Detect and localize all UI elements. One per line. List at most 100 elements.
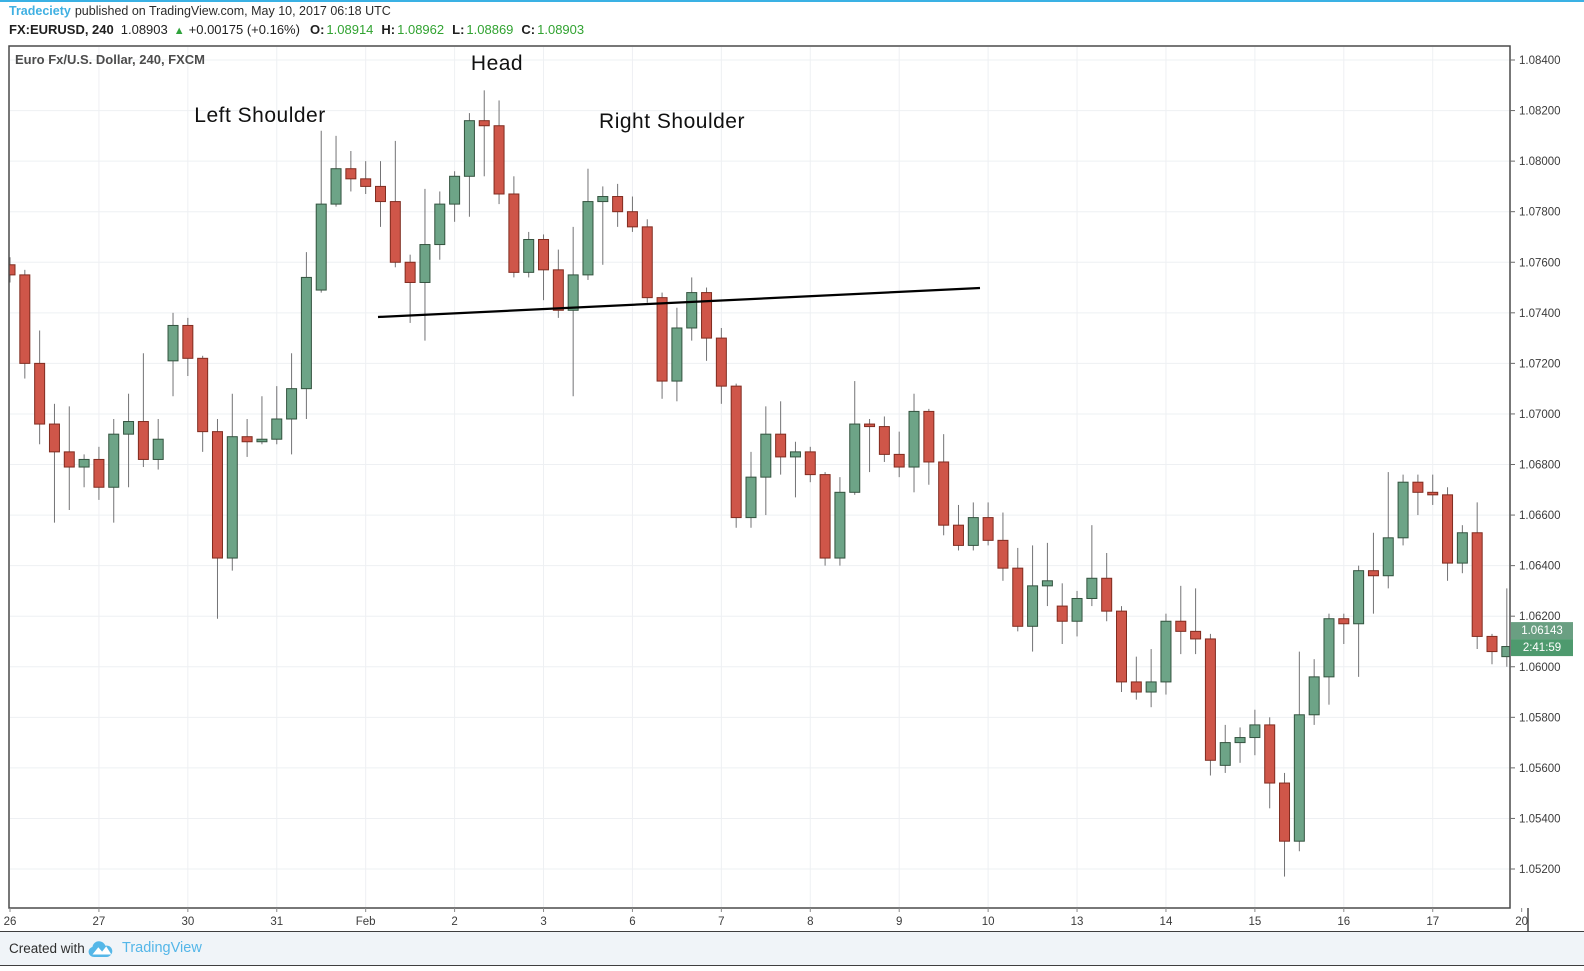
candle-body-down: [9, 264, 16, 276]
candle-body-up: [789, 451, 801, 458]
candle-body-up: [1456, 532, 1468, 564]
candle: [938, 434, 950, 536]
candle: [493, 100, 505, 205]
candle: [1101, 552, 1113, 622]
candle-body-down: [345, 168, 357, 180]
candle-body-down: [1204, 638, 1216, 761]
price-tick-label: 1.08000: [1519, 156, 1561, 168]
candle: [1056, 583, 1068, 644]
candle-body-up: [567, 274, 579, 311]
time-tick-label: 7: [718, 916, 724, 928]
annotation-left-shoulder[interactable]: Left Shoulder: [194, 104, 326, 127]
time-tick-label: 9: [896, 916, 902, 928]
candle-body-up: [271, 418, 283, 440]
candle-body-up: [1353, 570, 1365, 625]
tradingview-logo-icon[interactable]: [88, 939, 116, 963]
candle: [478, 90, 490, 177]
candle-body-down: [893, 453, 905, 468]
time-axis[interactable]: 26 27 30 31 Feb 2 3 6 7 8 9 10 13 14 15 16 17 20: [4, 908, 1528, 928]
candle-body-up: [300, 276, 312, 390]
candle: [1456, 525, 1468, 574]
candle: [656, 292, 668, 399]
candle-body-up: [286, 388, 298, 420]
candle: [48, 403, 60, 523]
price-axis[interactable]: 1.08400 1.08200 1.08000 1.07800 1.07600 1.074…: [1510, 55, 1561, 876]
candle-body-down: [1471, 532, 1483, 637]
candle: [389, 140, 401, 268]
candle: [997, 512, 1009, 581]
candle: [152, 418, 164, 470]
candle: [1471, 502, 1483, 650]
candle-body-up: [1071, 597, 1083, 622]
candle: [834, 477, 846, 566]
candle-body-up: [1323, 618, 1335, 678]
candle-body-down: [404, 261, 416, 283]
annotation-right-shoulder[interactable]: Right Shoulder: [599, 110, 745, 133]
publisher-link[interactable]: Tradeciety: [9, 4, 71, 18]
candle: [404, 254, 416, 323]
candle: [952, 504, 964, 551]
candle: [1338, 613, 1350, 644]
candle: [211, 418, 223, 619]
candle-body-up: [419, 244, 431, 283]
candle-body-up: [330, 168, 342, 205]
time-tick-label: 31: [270, 916, 283, 928]
candle: [878, 416, 890, 462]
candle-body-down: [1412, 481, 1424, 493]
candle-body-up: [1027, 585, 1039, 627]
candle: [819, 472, 831, 566]
candle: [1293, 651, 1305, 852]
candle: [1367, 532, 1379, 614]
candle-body-down: [48, 423, 60, 453]
candle-body-down: [375, 185, 386, 203]
candle: [1041, 542, 1053, 607]
candle-body-up: [1041, 580, 1053, 587]
neckline-drawing[interactable]: [377, 286, 981, 319]
open-label: O:: [309, 22, 325, 37]
candle: [686, 277, 698, 341]
candle-body-up: [1501, 646, 1510, 658]
candle-body-up: [967, 517, 979, 546]
candle-body-down: [715, 337, 727, 387]
annotation-head[interactable]: Head: [470, 52, 524, 75]
candle-body-up: [686, 292, 698, 329]
candle: [1501, 588, 1510, 667]
price-tick-label: 1.06000: [1519, 662, 1561, 674]
candle-body-down: [730, 385, 742, 519]
price-tick-label: 1.05800: [1519, 712, 1561, 724]
candle-body-up: [1382, 537, 1394, 577]
tradingview-brand-link[interactable]: TradingView: [122, 940, 202, 956]
price-tick-label: 1.05400: [1519, 813, 1561, 825]
candle: [1204, 633, 1216, 776]
candle-body-up: [745, 476, 757, 519]
candle-body-up: [671, 327, 683, 382]
candle-body-down: [211, 431, 223, 559]
close-label: C:: [521, 22, 536, 37]
candle: [449, 171, 461, 222]
candle-body-down: [1486, 635, 1498, 653]
candle-body-up: [1249, 724, 1261, 739]
candles-layer: [9, 90, 1510, 877]
candle: [1027, 545, 1039, 652]
price-tick-label: 1.07600: [1519, 257, 1561, 269]
candle: [63, 406, 75, 511]
candle-body-up: [449, 175, 461, 205]
candle: [671, 307, 683, 402]
candle: [123, 393, 135, 488]
time-tick-label: 20: [1515, 916, 1528, 928]
candle: [182, 317, 194, 377]
candle-body-up: [167, 324, 179, 362]
candle: [1145, 649, 1157, 708]
candle-body-up: [152, 438, 164, 460]
candle: [1130, 656, 1142, 700]
candle-body-down: [360, 178, 372, 187]
candle: [760, 406, 772, 516]
open-value: 1.08914: [326, 22, 374, 37]
chart-header: Tradeciety published on TradingView.com, …: [9, 3, 1509, 40]
candle: [137, 353, 149, 468]
time-tick-label: 3: [540, 916, 546, 928]
candle: [78, 454, 90, 488]
candle: [197, 355, 209, 452]
candle: [849, 381, 861, 495]
